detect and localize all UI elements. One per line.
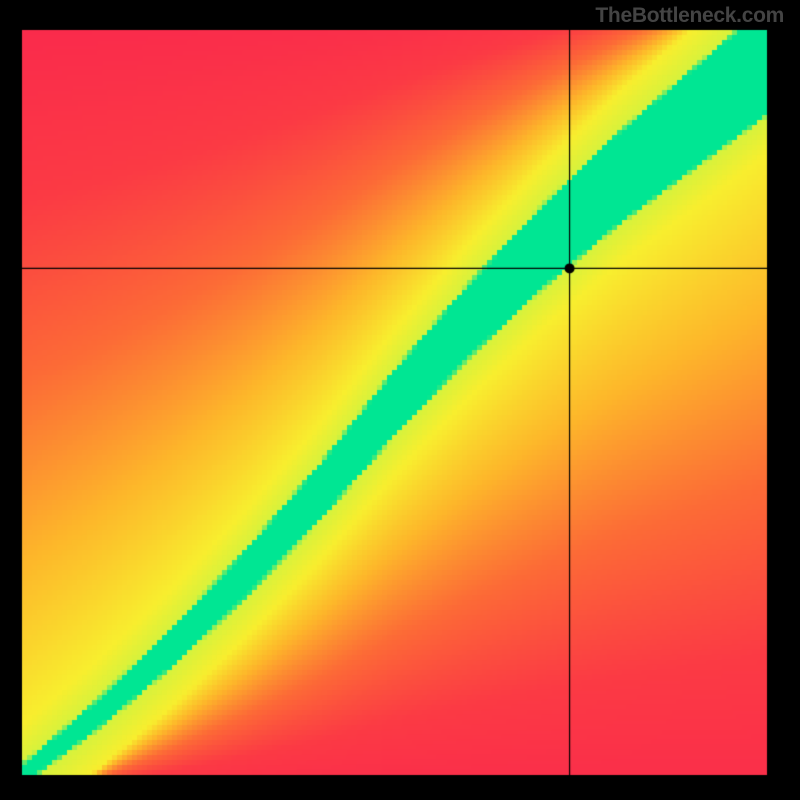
watermark-text: TheBottleneck.com bbox=[595, 4, 784, 28]
chart-container: TheBottleneck.com bbox=[0, 0, 800, 800]
heatmap-canvas bbox=[0, 0, 800, 800]
